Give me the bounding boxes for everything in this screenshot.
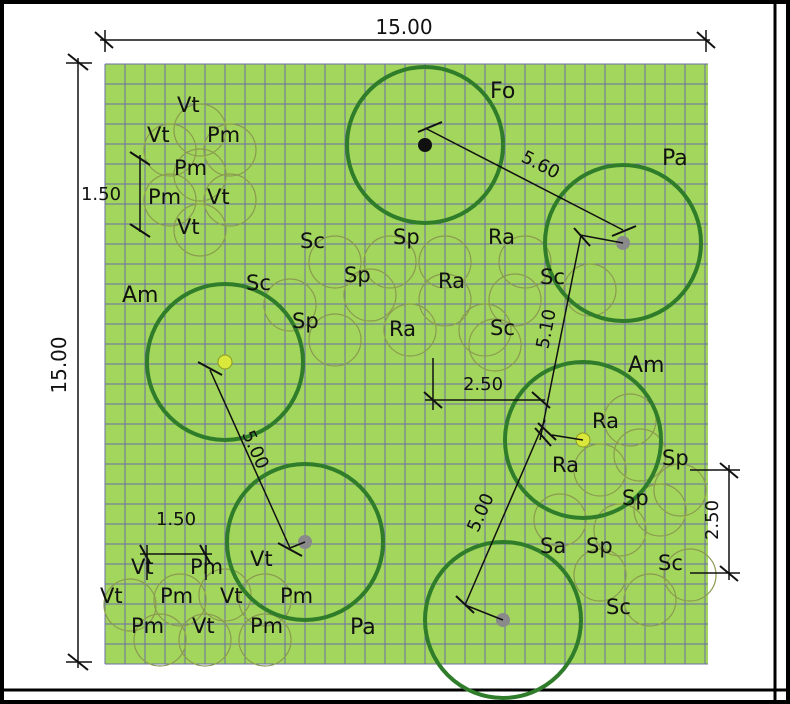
shrub-label-bl-vt1: Vt xyxy=(131,555,154,579)
shrub-label-bl-pm2: Pm xyxy=(160,584,193,608)
shrub-label-r-sp2: Sp xyxy=(622,486,649,510)
shrub-label-r-sa: Sa xyxy=(540,534,566,558)
shrub-circle xyxy=(653,463,707,517)
shrub-circle xyxy=(488,273,542,327)
shrub-label-tl-vt1: Vt xyxy=(177,93,200,117)
shrub-label-bl-vt2: Vt xyxy=(250,547,273,571)
shrub-circle xyxy=(383,303,437,357)
shrub-circle xyxy=(418,273,472,327)
tree-center-fo xyxy=(418,138,432,152)
shrub-circle xyxy=(623,573,677,627)
shrub-circle xyxy=(173,103,227,157)
shrub-label-c-sc4: Sc xyxy=(490,316,515,340)
tree-label-fo: Fo xyxy=(490,79,515,104)
shrub-label-c-sp3: Sp xyxy=(292,309,319,333)
shrub-circle xyxy=(603,393,657,447)
shrub-label-c-sp2: Sp xyxy=(344,263,371,287)
shrub-label-c-sp1: Sp xyxy=(393,225,420,249)
dim-spacing-right: 2.50 xyxy=(702,500,723,540)
shrub-label-r-ra2: Ra xyxy=(552,453,579,477)
shrub-label-tl-vt3: Vt xyxy=(207,185,230,209)
tree-circle-pa-bottom xyxy=(423,540,583,700)
shrub-label-bl-pm1: Pm xyxy=(190,555,223,579)
shrub-circle xyxy=(633,483,687,537)
shrub-label-r-sp1: Sp xyxy=(662,446,689,470)
tree-label-pa-right: Pa xyxy=(662,146,688,171)
tree-circle-am-right xyxy=(503,360,663,520)
shrub-label-c-ra3: Ra xyxy=(389,317,416,341)
shrub-label-r-ra1: Ra xyxy=(592,409,619,433)
shrub-circle xyxy=(203,173,257,227)
shrub-circle xyxy=(238,613,292,667)
shrub-label-tl-pm3: Pm xyxy=(148,185,181,209)
shrub-label-r-sc1: Sc xyxy=(658,551,683,575)
shrub-circle xyxy=(198,568,252,622)
shrub-circle xyxy=(343,268,397,322)
shrub-label-bl-vt4: Vt xyxy=(220,584,243,608)
shrub-circle xyxy=(103,578,157,632)
shrub-label-r-sc2: Sc xyxy=(606,595,631,619)
tree-center-am-left xyxy=(217,354,233,370)
tree-circle-pa-right xyxy=(543,163,703,323)
tree-label-am-left: Am xyxy=(122,283,158,308)
shrub-label-bl-pm3: Pm xyxy=(280,584,313,608)
dim-height: 15.00 xyxy=(47,336,71,393)
shrub-label-tl-pm1: Pm xyxy=(207,123,240,147)
shrub-circle xyxy=(458,303,512,357)
shrub-circle xyxy=(573,548,627,602)
shrub-label-c-sc2: Sc xyxy=(246,271,271,295)
shrub-circle xyxy=(173,203,227,257)
shrub-circle xyxy=(363,235,417,289)
shrub-circle xyxy=(143,173,197,227)
tree-circle-fo xyxy=(345,65,505,225)
shrub-circle xyxy=(133,613,187,667)
tree-circle-pa-middle xyxy=(225,462,385,622)
shrub-circle xyxy=(563,263,617,317)
tree-label-am-right: Am xyxy=(628,353,664,378)
shrub-circle xyxy=(613,428,667,482)
shrub-circle xyxy=(418,235,472,289)
shrub-circle xyxy=(308,235,362,289)
shrub-label-bl-pm5: Pm xyxy=(250,614,283,638)
dim-spacing-top-left: 1.50 xyxy=(81,184,121,205)
shrub-label-bl-vt3: Vt xyxy=(100,584,123,608)
shrub-label-tl-pm2: Pm xyxy=(174,156,207,180)
shrub-circle xyxy=(153,573,207,627)
shrub-circle xyxy=(663,548,717,602)
shrub-circle xyxy=(308,313,362,367)
tree-label-pa-bottom: Pa xyxy=(350,615,376,640)
shrub-circle xyxy=(263,278,317,332)
shrub-label-c-ra1: Ra xyxy=(488,225,515,249)
tree-circles xyxy=(145,65,703,700)
shrub-label-c-sc1: Sc xyxy=(300,229,325,253)
shrub-circle xyxy=(203,123,257,177)
shrub-circle xyxy=(178,613,232,667)
shrub-label-bl-vt5: Vt xyxy=(192,614,215,638)
shrub-label-c-sc3: Sc xyxy=(540,265,565,289)
shrub-circle xyxy=(173,148,227,202)
dim-width: 15.00 xyxy=(375,15,432,39)
shrub-label-c-ra2: Ra xyxy=(438,269,465,293)
shrub-circle xyxy=(238,573,292,627)
shrub-circle xyxy=(533,493,587,547)
tree-circle-am-left xyxy=(145,282,305,442)
shrub-circle xyxy=(143,123,197,177)
shrub-label-bl-pm4: Pm xyxy=(131,614,164,638)
shrub-circle xyxy=(593,503,647,557)
shrub-label-r-sp3: Sp xyxy=(586,534,613,558)
shrub-circle xyxy=(468,318,522,372)
shrub-label-tl-vt2: Vt xyxy=(147,123,170,147)
dimension-lines xyxy=(66,30,740,671)
shrub-circle xyxy=(498,235,552,289)
dim-spacing-bottom-left: 1.50 xyxy=(156,509,196,530)
shrub-circles xyxy=(103,103,717,667)
shrub-label-tl-vt4: Vt xyxy=(177,215,200,239)
grid-lines xyxy=(104,63,708,665)
dim-offset-center: 2.50 xyxy=(463,374,503,395)
shrub-circle xyxy=(573,443,627,497)
